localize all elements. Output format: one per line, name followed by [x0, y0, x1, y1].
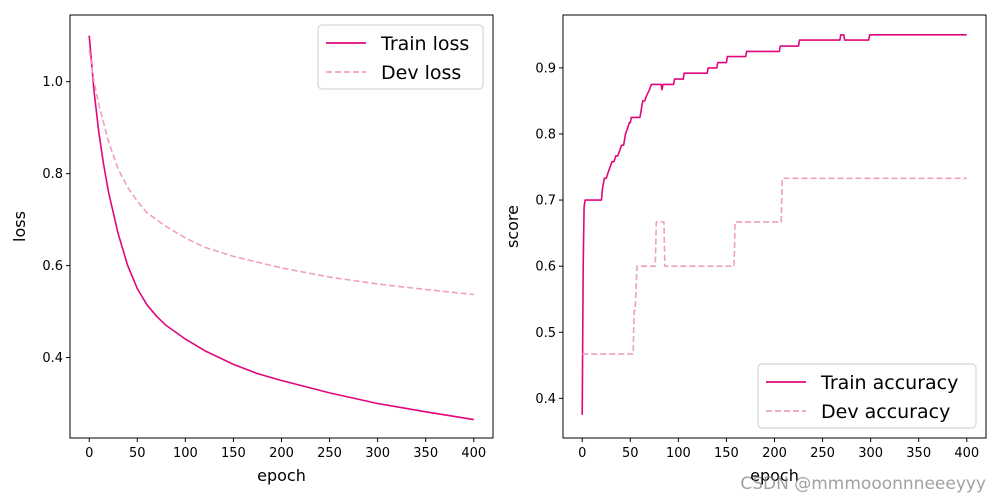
x-tick-label: 200: [269, 446, 294, 461]
y-tick-label: 0.4: [42, 351, 63, 366]
legend-box: [757, 363, 977, 429]
y-axis-label: score: [503, 205, 522, 248]
legend-label: Dev accuracy: [821, 401, 950, 423]
x-tick-label: 100: [173, 446, 198, 461]
y-axis-label: loss: [10, 211, 29, 242]
y-tick-label: 0.5: [535, 326, 556, 341]
legend-label: Dev loss: [381, 62, 461, 84]
x-axis-label: epoch: [750, 466, 799, 485]
watermark-text: CSDN @mmmooonnneeeyyy: [740, 474, 986, 494]
x-axis-label: epoch: [257, 466, 306, 485]
legend-box: [317, 24, 484, 90]
accuracy-chart: 0 50 100 150 200 250 300 350 400 0.4 0.5 0.6 0.7 0.8 0…: [503, 14, 987, 485]
legend-label: Train accuracy: [820, 372, 958, 394]
series-line-loss-1: [88, 49, 474, 296]
y-tick-label: 1.0: [42, 75, 63, 90]
loss-chart: 0 50 100 150 200 250 300 350 400 0.4 0.6 0.8 1.0 epoc…: [10, 14, 494, 485]
y-tick-label: 0.8: [42, 167, 63, 182]
x-tick-label: 300: [858, 446, 883, 461]
y-tick-label: 0.9: [535, 61, 556, 76]
series-line-accuracy-1: [582, 177, 967, 355]
series-line-accuracy-0: [581, 33, 967, 415]
legend-label: Train loss: [380, 33, 469, 55]
x-tick-label: 200: [762, 446, 787, 461]
x-tick-label: 300: [365, 446, 390, 461]
y-tick-label: 0.6: [535, 260, 556, 275]
x-tick-label: 250: [317, 446, 342, 461]
y-tick-label: 0.7: [535, 194, 556, 209]
x-tick-label: 100: [666, 446, 691, 461]
y-tick-label: 0.4: [535, 392, 556, 407]
y-tick-label: 0.8: [535, 127, 556, 142]
x-tick-label: 50: [622, 446, 639, 461]
x-tick-label: 150: [221, 446, 246, 461]
x-tick-label: 0: [85, 446, 93, 461]
y-tick-label: 0.6: [42, 259, 63, 274]
x-tick-label: 0: [578, 446, 586, 461]
x-tick-label: 50: [129, 446, 146, 461]
series-line-loss-0: [88, 35, 474, 421]
x-tick-label: 250: [810, 446, 835, 461]
x-tick-label: 400: [954, 446, 979, 461]
x-tick-label: 350: [413, 446, 438, 461]
x-tick-label: 350: [906, 446, 931, 461]
x-tick-label: 150: [714, 446, 739, 461]
x-tick-label: 400: [461, 446, 486, 461]
